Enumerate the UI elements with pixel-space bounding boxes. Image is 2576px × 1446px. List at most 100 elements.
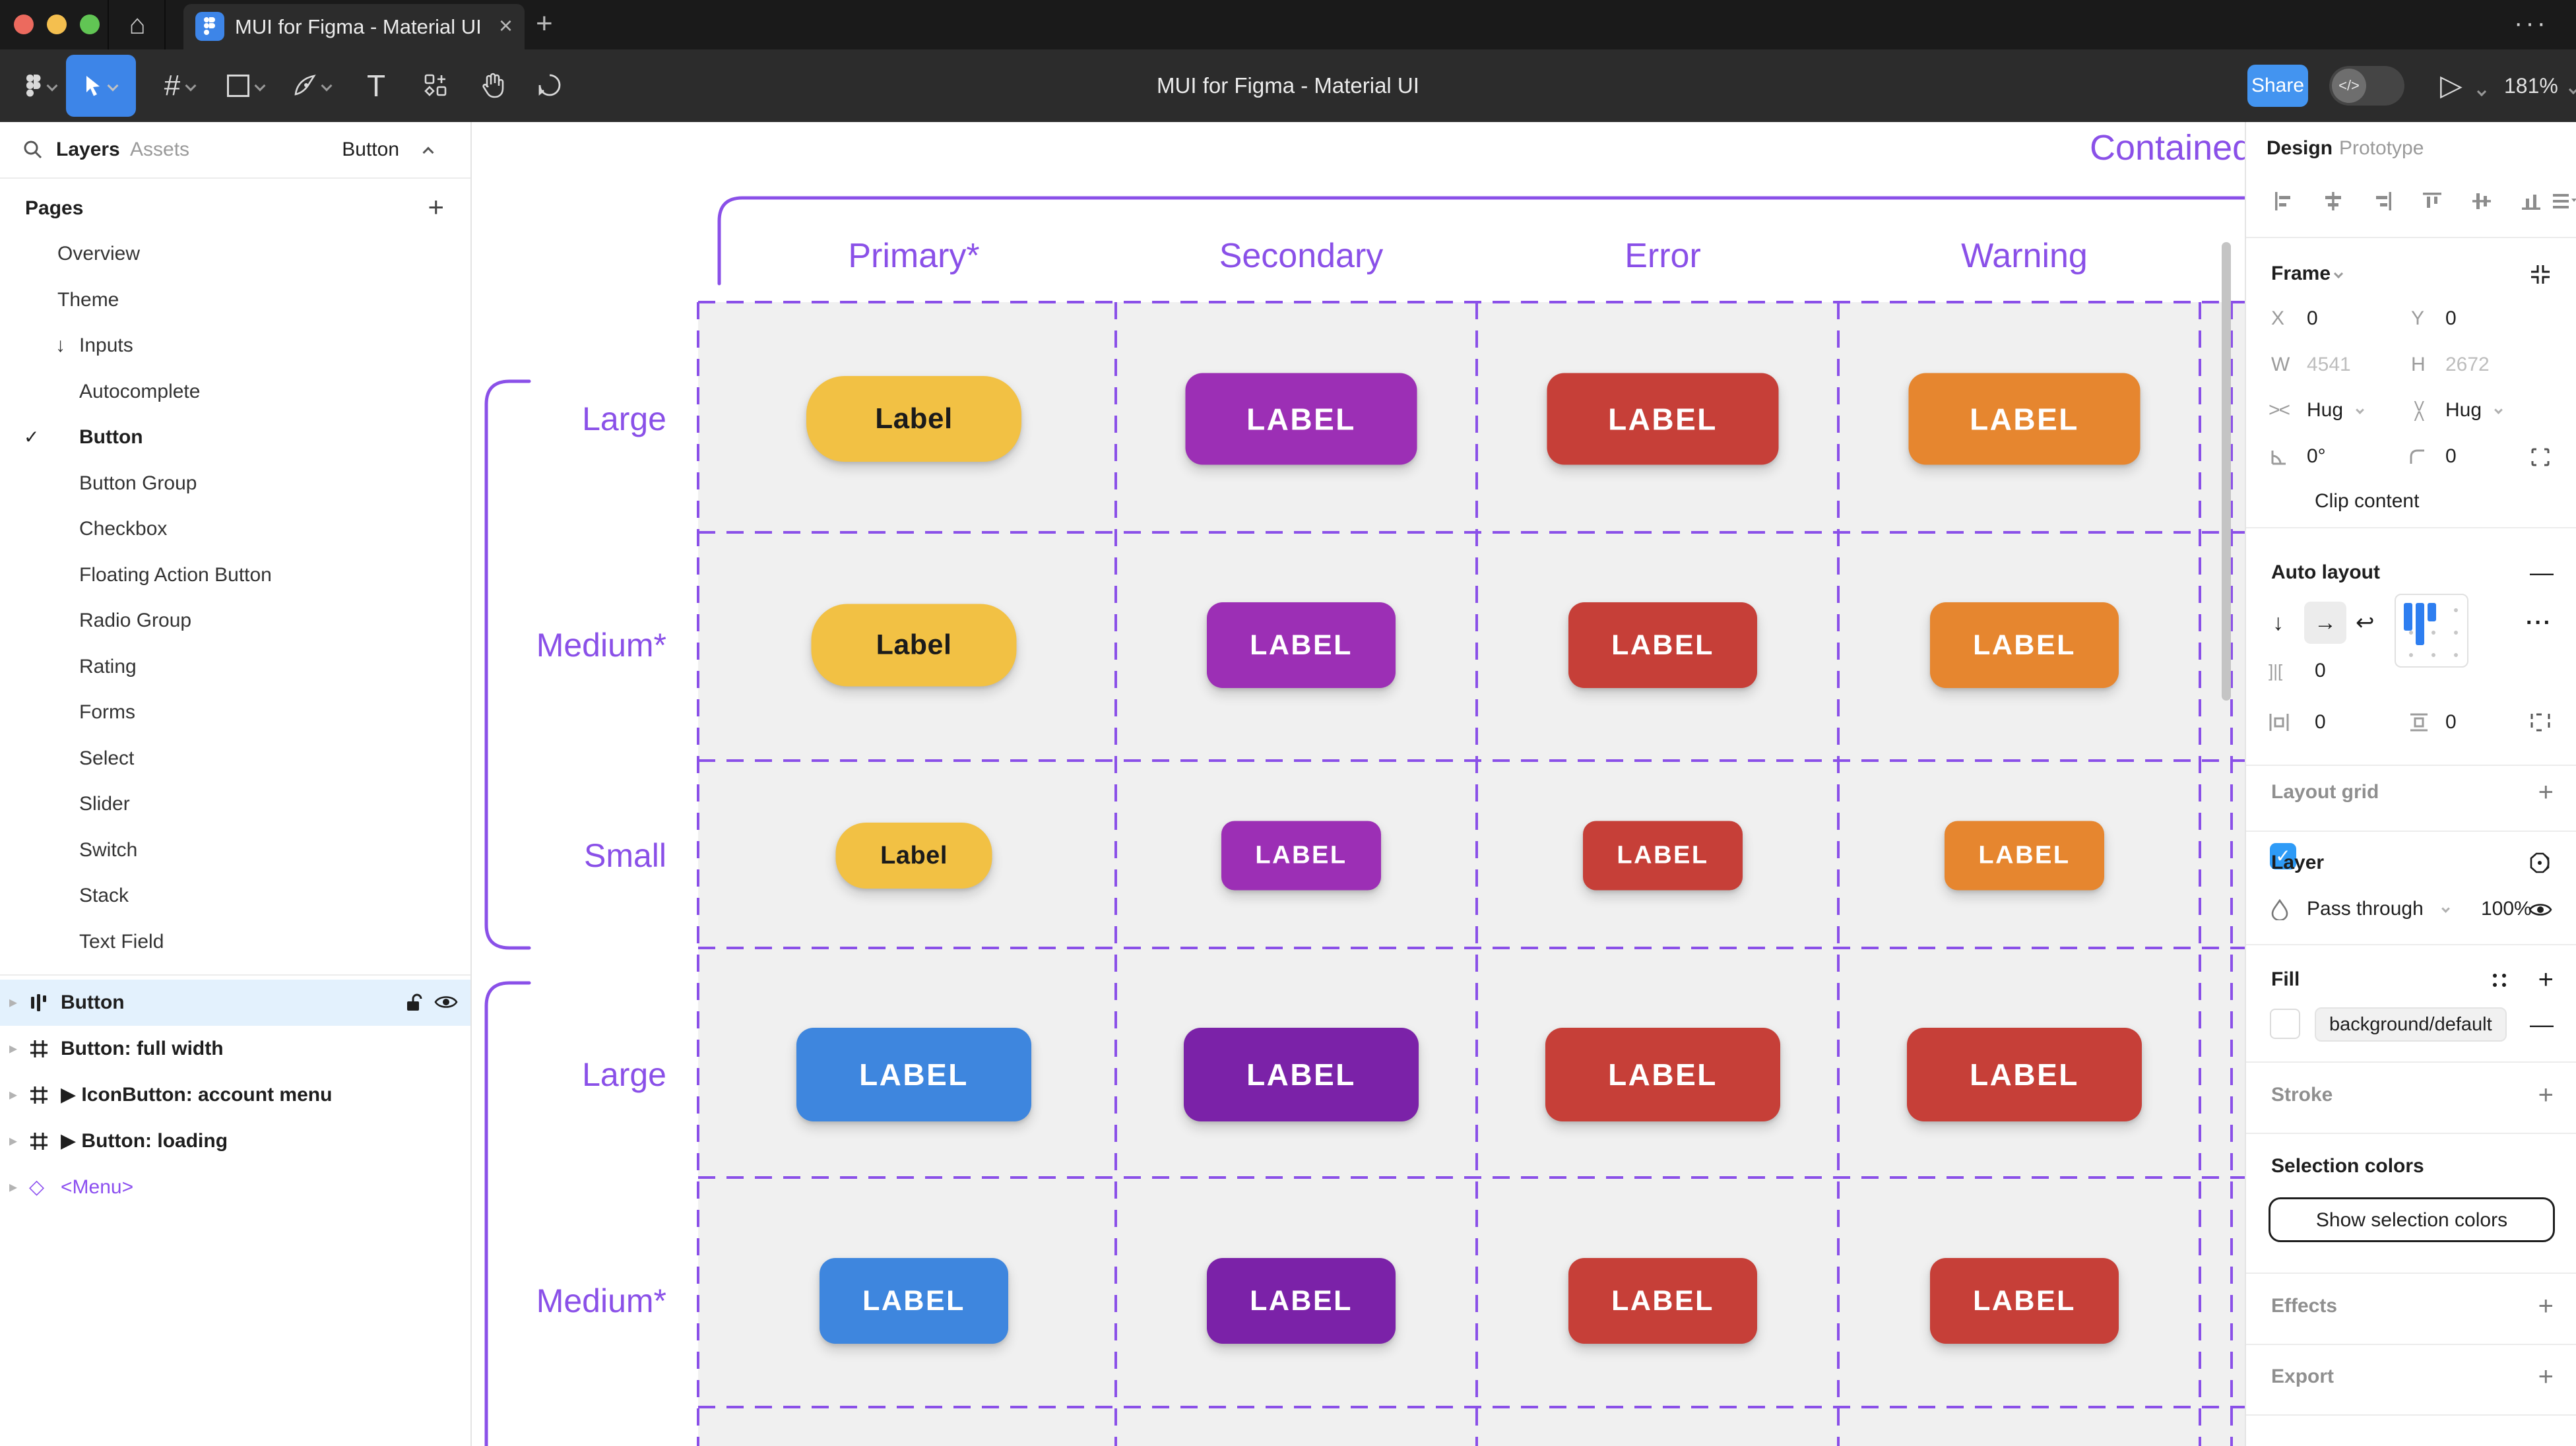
add-export-button[interactable]: + [2538,1362,2554,1391]
styles-icon[interactable] [2492,972,2507,988]
pen-tool-button[interactable] [285,55,338,117]
sidebar-page-theme[interactable]: Theme [57,289,119,311]
hand-tool-button[interactable] [470,55,516,117]
canvas-button[interactable]: LABEL [1583,821,1743,891]
alignment-grid-widget[interactable] [2395,594,2468,668]
vertical-padding-value[interactable]: 0 [2445,711,2457,733]
present-button[interactable]: ▷ [2440,64,2487,108]
sidebar-page-autocomplete[interactable]: Autocomplete [79,381,201,402]
sidebar-page-forms[interactable]: Forms [79,701,135,723]
canvas-button[interactable]: LABEL [1185,373,1417,465]
add-stroke-button[interactable]: + [2538,1081,2554,1110]
blend-mode-value[interactable]: Pass through [2307,898,2424,920]
individual-padding-icon[interactable] [2530,712,2551,732]
layer-row-button-full-width[interactable]: ▸ Button: full width [0,1026,470,1072]
selection-scope[interactable]: Button [342,139,399,160]
canvas-button[interactable]: LABEL [1547,373,1779,465]
canvas-button[interactable]: LABEL [1908,373,2141,465]
tab-prototype[interactable]: Prototype [2339,137,2424,159]
close-tab-icon[interactable]: × [498,12,513,39]
tab-layers[interactable]: Layers [56,139,120,160]
collapse-icon[interactable] [2528,263,2552,286]
sidebar-page-rating[interactable]: Rating [79,656,137,677]
corner-radius-value[interactable]: 0 [2445,445,2457,467]
show-selection-colors-button[interactable]: Show selection colors [2269,1197,2555,1242]
comment-tool-button[interactable] [527,55,573,117]
canvas-button[interactable]: LABEL [1207,1258,1396,1344]
canvas-button[interactable]: Label [811,604,1017,687]
wrap-button[interactable]: ↩ [2356,610,2375,635]
width-value[interactable]: 4541 [2307,354,2351,375]
canvas-button[interactable]: LABEL [1568,1258,1757,1344]
fill-style-chip[interactable]: background/default [2315,1007,2507,1042]
align-top-icon[interactable] [2421,190,2443,212]
tab-assets[interactable]: Assets [130,139,190,160]
layer-row-button-loading[interactable]: ▸ ▶ Button: loading [0,1118,470,1164]
canvas-button[interactable]: LABEL [1945,821,2104,891]
maximize-window-button[interactable] [80,15,100,34]
close-window-button[interactable] [14,15,34,34]
sidebar-page-slider[interactable]: Slider [79,793,130,815]
canvas-button[interactable]: LABEL [1930,602,2119,688]
tab-design[interactable]: Design [2267,137,2333,159]
horizontal-sizing-value[interactable]: Hug [2307,399,2344,421]
canvas-scrollbar[interactable] [2222,242,2231,701]
vertical-sizing-value[interactable]: Hug [2445,399,2482,421]
sidebar-page-fab[interactable]: Floating Action Button [79,564,272,586]
remove-fill-button[interactable]: — [2530,1011,2554,1038]
canvas-button[interactable]: LABEL [820,1258,1008,1344]
sidebar-page-stack[interactable]: Stack [79,885,129,906]
search-icon[interactable] [22,139,44,160]
canvas-button[interactable]: LABEL [1221,821,1381,891]
gap-value[interactable]: 0 [2315,660,2326,681]
canvas-button[interactable]: LABEL [1568,602,1757,688]
zoom-menu[interactable]: 181% [2504,64,2576,108]
remove-auto-layout-button[interactable]: — [2530,559,2554,586]
share-button[interactable]: Share [2247,65,2308,107]
home-icon[interactable]: ⌂ [129,9,146,40]
align-left-icon[interactable] [2272,190,2295,212]
text-tool-button[interactable]: T [366,69,386,103]
sidebar-page-button-group[interactable]: Button Group [79,472,197,494]
auto-layout-more-icon[interactable]: ··· [2526,610,2552,635]
sidebar-page-switch[interactable]: Switch [79,839,138,861]
new-tab-button[interactable]: + [536,7,553,40]
move-tool-button[interactable] [66,55,136,117]
minimize-window-button[interactable] [47,15,67,34]
horizontal-padding-value[interactable]: 0 [2315,711,2326,733]
canvas-button[interactable]: LABEL [1930,1258,2119,1344]
dev-mode-toggle[interactable]: </> [2329,66,2404,106]
distribute-more-icon[interactable] [2551,190,2576,212]
canvas[interactable]: Contained Primary* Secondary Error Warni… [472,122,2245,1446]
independent-corners-icon[interactable] [2530,447,2551,468]
canvas-button[interactable]: LABEL [796,1028,1031,1121]
fill-color-swatch[interactable] [2270,1009,2300,1039]
add-page-button[interactable]: + [428,191,444,222]
sidebar-page-button[interactable]: ✓ Button [0,414,470,460]
canvas-button[interactable]: LABEL [1207,602,1396,688]
align-right-icon[interactable] [2371,190,2394,212]
align-horizontal-center-icon[interactable] [2322,190,2344,212]
y-value[interactable]: 0 [2445,307,2457,329]
shape-tool-button[interactable] [219,55,272,117]
frame-tool-button[interactable]: # [153,55,206,117]
file-tab[interactable]: MUI for Figma - Material UI × [183,4,525,49]
canvas-button[interactable]: LABEL [1907,1028,2142,1121]
add-layout-grid-button[interactable]: + [2538,778,2554,807]
align-vertical-center-icon[interactable] [2470,190,2493,212]
resources-tool-button[interactable] [413,55,459,117]
align-bottom-icon[interactable] [2520,190,2542,212]
canvas-button[interactable]: Label [806,376,1021,462]
layer-row-iconbutton-account-menu[interactable]: ▸ ▶ IconButton: account menu [0,1072,470,1118]
layer-row-menu-instance[interactable]: ▸ ◇ <Menu> [0,1164,470,1210]
height-value[interactable]: 2672 [2445,354,2490,375]
blend-mode-icon[interactable] [2528,852,2552,874]
canvas-button[interactable]: Label [835,823,992,889]
lock-icon[interactable] [404,992,424,1013]
canvas-button[interactable]: LABEL [1184,1028,1419,1121]
eye-icon[interactable] [434,993,458,1011]
add-effect-button[interactable]: + [2538,1292,2554,1321]
sidebar-page-select[interactable]: Select [79,747,135,769]
sidebar-page-inputs[interactable]: ↓ Inputs [0,323,470,369]
direction-right-button[interactable]: → [2304,602,2346,644]
